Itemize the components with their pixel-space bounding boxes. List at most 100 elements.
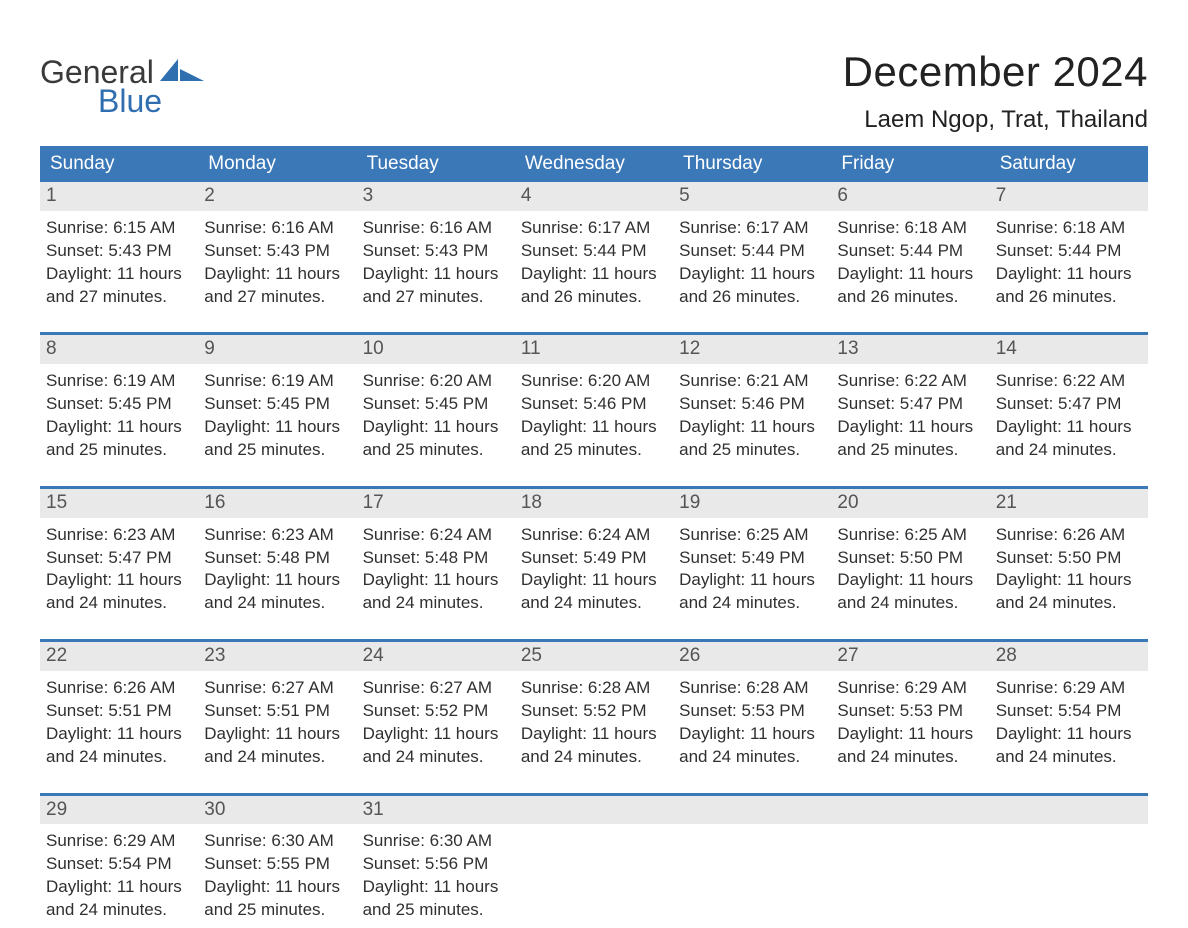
day-sunset: Sunset: 5:49 PM xyxy=(679,547,825,570)
weekday-header: Saturday xyxy=(990,146,1148,182)
day-sunrise: Sunrise: 6:28 AM xyxy=(521,677,667,700)
day-sunset: Sunset: 5:47 PM xyxy=(46,547,192,570)
weekday-header: Tuesday xyxy=(357,146,515,182)
day-d2: and 25 minutes. xyxy=(521,439,667,462)
day-d2: and 26 minutes. xyxy=(837,286,983,309)
day-body: Sunrise: 6:27 AMSunset: 5:52 PMDaylight:… xyxy=(357,671,515,775)
day-sunset: Sunset: 5:56 PM xyxy=(363,853,509,876)
day-d1: Daylight: 11 hours xyxy=(996,569,1142,592)
weekday-header-row: SundayMondayTuesdayWednesdayThursdayFrid… xyxy=(40,146,1148,182)
day-body: Sunrise: 6:30 AMSunset: 5:55 PMDaylight:… xyxy=(198,824,356,928)
location: Laem Ngop, Trat, Thailand xyxy=(843,106,1148,134)
day-body: Sunrise: 6:26 AMSunset: 5:51 PMDaylight:… xyxy=(40,671,198,775)
day-d1: Daylight: 11 hours xyxy=(679,416,825,439)
day-sunset: Sunset: 5:44 PM xyxy=(521,240,667,263)
day-d1: Daylight: 11 hours xyxy=(521,416,667,439)
day-number: 25 xyxy=(515,642,673,671)
day-cell: 11Sunrise: 6:20 AMSunset: 5:46 PMDayligh… xyxy=(515,335,673,467)
day-body: Sunrise: 6:22 AMSunset: 5:47 PMDaylight:… xyxy=(990,364,1148,468)
day-sunset: Sunset: 5:47 PM xyxy=(996,393,1142,416)
day-body: Sunrise: 6:19 AMSunset: 5:45 PMDaylight:… xyxy=(198,364,356,468)
day-number: 12 xyxy=(673,335,831,364)
day-cell: 12Sunrise: 6:21 AMSunset: 5:46 PMDayligh… xyxy=(673,335,831,467)
day-d2: and 24 minutes. xyxy=(521,592,667,615)
day-d2: and 24 minutes. xyxy=(46,592,192,615)
day-number: 6 xyxy=(831,182,989,211)
day-d1: Daylight: 11 hours xyxy=(204,876,350,899)
day-body: Sunrise: 6:25 AMSunset: 5:50 PMDaylight:… xyxy=(831,518,989,622)
day-sunrise: Sunrise: 6:16 AM xyxy=(204,217,350,240)
day-cell: 27Sunrise: 6:29 AMSunset: 5:53 PMDayligh… xyxy=(831,642,989,774)
day-sunrise: Sunrise: 6:27 AM xyxy=(363,677,509,700)
day-sunrise: Sunrise: 6:23 AM xyxy=(46,524,192,547)
day-d1: Daylight: 11 hours xyxy=(363,263,509,286)
day-sunset: Sunset: 5:53 PM xyxy=(679,700,825,723)
day-body: Sunrise: 6:20 AMSunset: 5:45 PMDaylight:… xyxy=(357,364,515,468)
day-sunset: Sunset: 5:49 PM xyxy=(521,547,667,570)
day-sunset: Sunset: 5:43 PM xyxy=(363,240,509,263)
title-block: December 2024 Laem Ngop, Trat, Thailand xyxy=(843,18,1148,134)
day-cell: 26Sunrise: 6:28 AMSunset: 5:53 PMDayligh… xyxy=(673,642,831,774)
day-number: 1 xyxy=(40,182,198,211)
day-body: Sunrise: 6:16 AMSunset: 5:43 PMDaylight:… xyxy=(357,211,515,315)
day-sunset: Sunset: 5:47 PM xyxy=(837,393,983,416)
day-d1: Daylight: 11 hours xyxy=(363,723,509,746)
day-number: 30 xyxy=(198,796,356,825)
day-d2: and 25 minutes. xyxy=(204,439,350,462)
day-sunrise: Sunrise: 6:25 AM xyxy=(679,524,825,547)
day-body: Sunrise: 6:20 AMSunset: 5:46 PMDaylight:… xyxy=(515,364,673,468)
day-sunset: Sunset: 5:55 PM xyxy=(204,853,350,876)
day-sunrise: Sunrise: 6:26 AM xyxy=(996,524,1142,547)
day-body: Sunrise: 6:23 AMSunset: 5:48 PMDaylight:… xyxy=(198,518,356,622)
day-sunrise: Sunrise: 6:27 AM xyxy=(204,677,350,700)
day-d1: Daylight: 11 hours xyxy=(204,723,350,746)
week-row: 29Sunrise: 6:29 AMSunset: 5:54 PMDayligh… xyxy=(40,793,1148,928)
day-cell: 22Sunrise: 6:26 AMSunset: 5:51 PMDayligh… xyxy=(40,642,198,774)
day-number: 16 xyxy=(198,489,356,518)
day-d2: and 25 minutes. xyxy=(679,439,825,462)
day-d1: Daylight: 11 hours xyxy=(363,876,509,899)
day-sunset: Sunset: 5:46 PM xyxy=(521,393,667,416)
day-cell: 20Sunrise: 6:25 AMSunset: 5:50 PMDayligh… xyxy=(831,489,989,621)
day-cell: 7Sunrise: 6:18 AMSunset: 5:44 PMDaylight… xyxy=(990,182,1148,314)
day-d1: Daylight: 11 hours xyxy=(996,723,1142,746)
day-number: 15 xyxy=(40,489,198,518)
day-d2: and 24 minutes. xyxy=(363,746,509,769)
day-sunset: Sunset: 5:48 PM xyxy=(363,547,509,570)
day-d1: Daylight: 11 hours xyxy=(679,723,825,746)
day-d1: Daylight: 11 hours xyxy=(46,876,192,899)
day-cell: 13Sunrise: 6:22 AMSunset: 5:47 PMDayligh… xyxy=(831,335,989,467)
day-body: Sunrise: 6:18 AMSunset: 5:44 PMDaylight:… xyxy=(990,211,1148,315)
day-d1: Daylight: 11 hours xyxy=(521,263,667,286)
logo-flag-icon xyxy=(160,59,204,88)
day-cell: 24Sunrise: 6:27 AMSunset: 5:52 PMDayligh… xyxy=(357,642,515,774)
day-d2: and 26 minutes. xyxy=(679,286,825,309)
day-number: 22 xyxy=(40,642,198,671)
week-row: 22Sunrise: 6:26 AMSunset: 5:51 PMDayligh… xyxy=(40,639,1148,774)
day-body: Sunrise: 6:30 AMSunset: 5:56 PMDaylight:… xyxy=(357,824,515,928)
day-cell: 3Sunrise: 6:16 AMSunset: 5:43 PMDaylight… xyxy=(357,182,515,314)
day-d1: Daylight: 11 hours xyxy=(837,416,983,439)
day-number: 24 xyxy=(357,642,515,671)
day-sunrise: Sunrise: 6:24 AM xyxy=(521,524,667,547)
day-body: Sunrise: 6:23 AMSunset: 5:47 PMDaylight:… xyxy=(40,518,198,622)
day-body: Sunrise: 6:21 AMSunset: 5:46 PMDaylight:… xyxy=(673,364,831,468)
day-number: 10 xyxy=(357,335,515,364)
day-sunset: Sunset: 5:51 PM xyxy=(204,700,350,723)
day-d2: and 24 minutes. xyxy=(679,746,825,769)
weekday-header: Friday xyxy=(831,146,989,182)
day-sunset: Sunset: 5:44 PM xyxy=(837,240,983,263)
day-body: Sunrise: 6:29 AMSunset: 5:54 PMDaylight:… xyxy=(40,824,198,928)
day-sunset: Sunset: 5:44 PM xyxy=(679,240,825,263)
day-sunrise: Sunrise: 6:18 AM xyxy=(837,217,983,240)
day-d2: and 26 minutes. xyxy=(996,286,1142,309)
day-d2: and 24 minutes. xyxy=(204,746,350,769)
day-number: 5 xyxy=(673,182,831,211)
day-d1: Daylight: 11 hours xyxy=(46,416,192,439)
day-number: 23 xyxy=(198,642,356,671)
day-cell: 14Sunrise: 6:22 AMSunset: 5:47 PMDayligh… xyxy=(990,335,1148,467)
day-number: 19 xyxy=(673,489,831,518)
day-sunset: Sunset: 5:50 PM xyxy=(996,547,1142,570)
day-number: 17 xyxy=(357,489,515,518)
day-cell: 10Sunrise: 6:20 AMSunset: 5:45 PMDayligh… xyxy=(357,335,515,467)
